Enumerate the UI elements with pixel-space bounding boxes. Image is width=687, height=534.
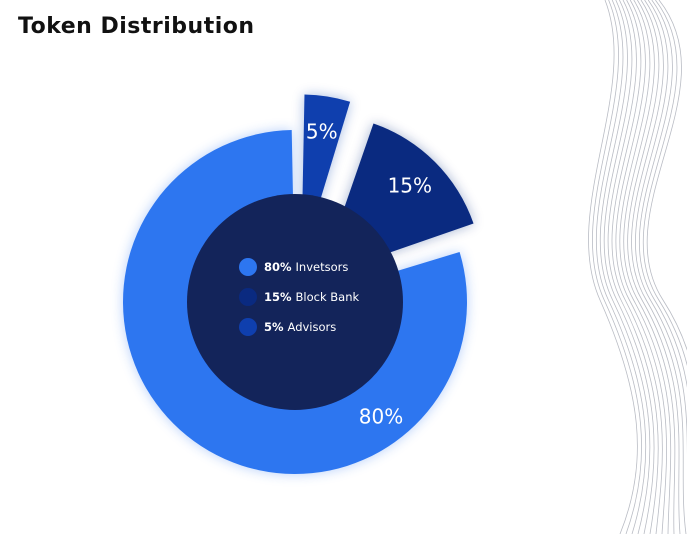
decorative-wave-line [599, 0, 651, 534]
legend-entry: 80% Invetsors [264, 260, 348, 274]
decorative-wave-line [607, 0, 659, 534]
slice-value-label: 80% [359, 405, 403, 429]
decorative-wave-line [615, 0, 667, 534]
donut-center [187, 194, 403, 410]
decorative-wave-line [627, 0, 681, 534]
decorative-wave-line [595, 0, 647, 534]
decorative-wave-line [642, 0, 687, 367]
slice-value-label: 15% [388, 174, 432, 198]
slice-value-label: 5% [306, 120, 338, 144]
legend-swatch [239, 288, 257, 306]
decorative-wave-line [619, 0, 672, 534]
decorative-wave-line [646, 0, 687, 351]
legend-entry: 15% Block Bank [264, 290, 360, 304]
decorative-wave-line [635, 0, 687, 455]
decorative-wave-line [631, 0, 687, 534]
decorative-wave-line [611, 0, 663, 534]
decorative-wave-line [592, 0, 642, 534]
page-title: Token Distribution [18, 14, 255, 39]
legend-swatch [239, 258, 257, 276]
decorative-wave-line [588, 0, 638, 534]
legend-swatch [239, 318, 257, 336]
legend-entry: 5% Advisors [264, 320, 336, 334]
decorative-wave-line [603, 0, 655, 534]
decorative-wave-line [638, 0, 687, 388]
decorative-wave-line [623, 0, 676, 534]
